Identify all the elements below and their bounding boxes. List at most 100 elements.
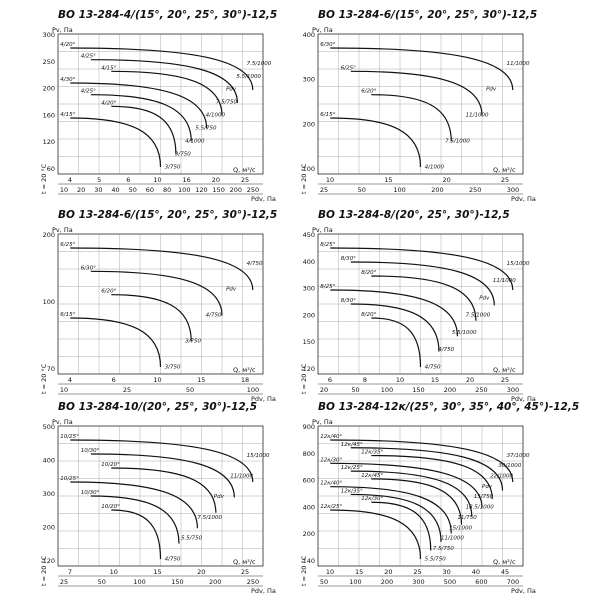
curve-label: 6/30°: [81, 265, 96, 271]
x-tick-label: 200: [209, 578, 221, 586]
curve-label: 8/20°: [361, 312, 376, 318]
fan-curve: [90, 59, 238, 103]
x-tick-label: 5: [97, 176, 101, 184]
curve-label: 12к/45°: [341, 442, 363, 448]
fan-curve: [371, 454, 493, 500]
y-tick-label: 200: [303, 311, 315, 319]
curve-label: 7.5/1000: [197, 515, 222, 521]
curve-label: 5.5/750: [195, 126, 217, 132]
curve-label: 4/750: [425, 364, 441, 370]
x-tick-label: 200: [381, 578, 393, 586]
x-tick-label: 15: [431, 376, 439, 384]
x-tick-label: 4: [68, 376, 72, 384]
curve-label: 12к/30°: [361, 496, 383, 502]
axis-label: Q, м³/с: [233, 558, 256, 566]
y-tick-label: 200: [303, 530, 315, 538]
curve-label: 4/1000: [206, 113, 226, 119]
curve-label: 6/20°: [361, 89, 376, 95]
axis-label: Pdv, Па: [251, 587, 276, 595]
x-tick-label: 6: [112, 376, 116, 384]
x-tick-label: 20: [443, 176, 451, 184]
fan-curve: [90, 94, 192, 142]
y-tick-label: 900: [303, 423, 315, 431]
axis-label: t = 20 °C: [300, 555, 308, 586]
y-tick-label: 160: [43, 111, 55, 119]
x-tick-label: 20: [212, 176, 220, 184]
y-tick-label: 120: [43, 138, 55, 146]
x-tick-label: 30: [94, 186, 102, 194]
curve-label: 10/30°: [81, 448, 100, 454]
y-tick-label: 400: [43, 457, 55, 465]
x-tick-label: 20: [384, 568, 392, 576]
x-tick-label: 25: [501, 376, 509, 384]
y-tick-label: 60: [47, 165, 55, 173]
x-tick-label: 600: [475, 578, 487, 586]
x-tick-label: 45: [501, 568, 509, 576]
curve-label: 4/750: [206, 313, 222, 319]
y-unit: Pv, Па: [312, 26, 333, 34]
x-tick-label: 10: [110, 568, 118, 576]
panel-title: ВО 13-284-12к/(25°, 30°, 35°, 40°, 45°)-…: [318, 401, 579, 413]
fan-curve: [371, 275, 477, 321]
panel-title: ВО 13-284-6/(15°, 20°, 25°, 30°)-12,5: [318, 9, 537, 21]
curve-label: 5.5/1000: [236, 74, 261, 80]
x-tick-label: 40: [111, 186, 119, 194]
y-tick-label: 200: [43, 231, 55, 239]
curve-label: 4/15°: [60, 112, 75, 118]
fan-curve: [111, 467, 217, 513]
x-tick-label: 700: [507, 578, 519, 586]
x-tick-label: 500: [444, 578, 456, 586]
x-tick-label: 200: [444, 386, 456, 394]
x-tick-label: 25: [60, 578, 68, 586]
curve-label: 4/1000: [185, 139, 205, 145]
x-tick-label: 50: [358, 186, 366, 194]
curve-label: 10/30°: [81, 490, 100, 496]
fan-curve: [371, 478, 463, 525]
axis-label: Q, м³/с: [493, 166, 516, 174]
curve-label: Pdv: [482, 484, 493, 490]
panel-title: ВО 13-284-8/(20°, 25°, 30°)-12,5: [318, 209, 510, 221]
x-tick-label: 250: [469, 186, 481, 194]
y-tick-label: 800: [303, 450, 315, 458]
x-tick-label: 6: [328, 376, 332, 384]
curve-label: Pdv: [226, 87, 237, 93]
curve-label: 10/25°: [60, 476, 79, 482]
fan-curve: [350, 70, 483, 116]
curve-label: 12к/25°: [341, 465, 363, 471]
curve-label: 11/750: [457, 515, 477, 521]
y-tick-label: 400: [303, 31, 315, 39]
x-tick-label: 20: [466, 376, 474, 384]
curve-label: 11/1000: [507, 61, 530, 67]
panel: ВО 13-284-10/(20°, 25°, 30°)-12,5Pv, Па5…: [40, 401, 276, 595]
axis-label: Q, м³/с: [233, 166, 256, 174]
curve-label: 6/20°: [101, 289, 116, 295]
x-tick-label: 80: [163, 186, 171, 194]
x-tick-label: 100: [393, 186, 405, 194]
x-tick-label: 100: [381, 386, 393, 394]
y-tick-label: 200: [303, 120, 315, 128]
fan-curve: [70, 247, 254, 291]
y-tick-label: 450: [303, 231, 315, 239]
fan-curve: [90, 495, 180, 544]
x-tick-label: 50: [98, 578, 106, 586]
curve-label: 5.5/750: [425, 556, 447, 562]
x-tick-label: 6: [126, 176, 130, 184]
x-tick-label: 300: [507, 386, 519, 394]
curve-label: 30/1000: [498, 463, 521, 469]
curve-label: 4/20°: [60, 42, 75, 48]
fan-curve: [330, 462, 483, 508]
curve-label: 8/25°: [320, 242, 335, 248]
x-tick-label: 200: [431, 186, 443, 194]
curve-label: 3/750: [165, 364, 181, 370]
x-tick-label: 15: [384, 176, 392, 184]
plot-frame: [317, 233, 524, 375]
curve-label: 11/1000: [441, 536, 464, 542]
curve-label: 8/30°: [341, 298, 356, 304]
x-tick-label: 250: [247, 578, 259, 586]
curve-label: 5.5/750: [181, 536, 203, 542]
x-tick-label: 25: [241, 568, 249, 576]
y-tick-label: 70: [47, 365, 55, 373]
plot-frame: [57, 33, 264, 175]
